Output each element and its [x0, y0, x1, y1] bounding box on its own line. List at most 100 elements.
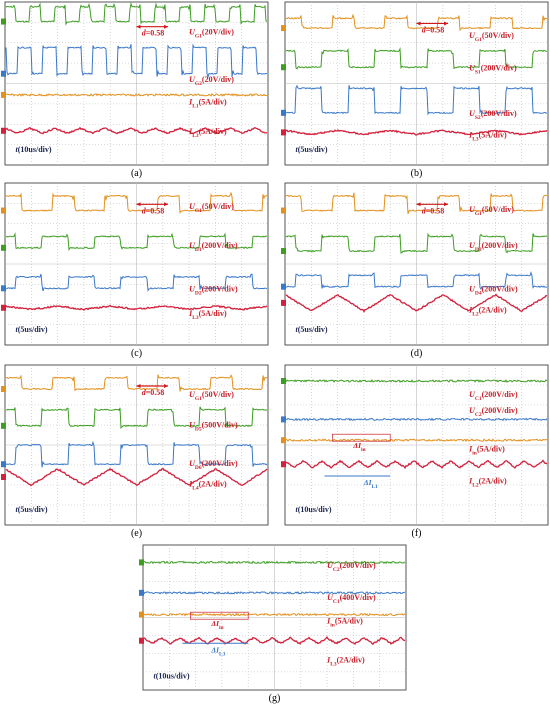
channel-label: UD4(200V/div)	[469, 285, 518, 297]
channel-label-sub: D3	[475, 247, 482, 253]
waveform	[143, 635, 406, 646]
waveform	[285, 13, 548, 32]
channel-label: IL3(2A/div)	[326, 655, 365, 667]
waveform	[285, 293, 548, 313]
channel-label-sym: I	[468, 444, 473, 453]
duty-label-unit: =0.58	[146, 29, 165, 38]
channel-label-unit: (20V/div)	[202, 75, 234, 84]
channel-label-unit: (2A/div)	[479, 476, 507, 485]
waveform	[285, 192, 547, 214]
time-scale: t(5us/div)	[16, 325, 48, 334]
channel-label-sub: C2	[475, 412, 482, 418]
channel-label-sub: L3	[330, 661, 337, 667]
channel-label: UC1(200V/div)	[469, 390, 518, 402]
channel-label-sub: G1	[195, 34, 202, 40]
duty-label-sym: d	[142, 206, 147, 215]
scope-panel: UG1(50V/div) US1(200V/div) US2(200V/div) IL…	[281, 1, 549, 166]
channel-label-sub: D6	[195, 465, 202, 471]
channel-label-sym: I	[468, 130, 473, 139]
duty-label-sym: d	[142, 388, 147, 397]
channel-marker	[1, 244, 6, 251]
ripple-box	[189, 611, 249, 620]
channel-marker	[281, 25, 286, 32]
waveform	[285, 129, 548, 136]
channel-label-unit: (200V/div)	[482, 406, 518, 415]
scope-panel: UG1(50V/div)UD5(500V/div)UD6(200V/div)IL…	[1, 364, 269, 526]
time-scale-sym: t	[16, 325, 19, 334]
channel-label-unit: (2A/div)	[199, 480, 227, 489]
time-scale-unit: (10us/div)	[298, 505, 332, 514]
channel-label-sym: I	[468, 476, 473, 485]
channel-label: IL2(2A/div)	[468, 476, 507, 488]
channel-label-unit: (5A/div)	[199, 127, 227, 136]
channel-marker	[281, 283, 286, 290]
channel-label-unit: (5A/div)	[199, 309, 227, 318]
channel-label: UG1(50V/div)	[469, 31, 514, 43]
channel-label-sym: U	[469, 205, 476, 214]
channel-marker	[139, 611, 144, 618]
channel-label-unit: (200V/div)	[482, 285, 518, 294]
duty-label-unit: =0.58	[426, 25, 445, 34]
time-scale-unit: (5us/div)	[18, 325, 48, 334]
channel-label-sym: I	[188, 127, 193, 136]
channel-label: Iin(5A/div)	[468, 444, 505, 456]
delta-label-sym: ΔI	[352, 441, 362, 450]
time-scale: t(10us/div)	[16, 145, 52, 154]
channel-marker	[1, 127, 6, 134]
duty-label: d=0.58	[142, 388, 165, 397]
channel-label-unit: (50V/div)	[482, 31, 514, 40]
channel-label: UG1(50V/div)	[189, 202, 234, 214]
channel-label-sub: D2	[195, 291, 202, 297]
waveform	[5, 93, 268, 97]
delta-label-sub: L1	[372, 484, 379, 490]
delta-label: ΔIL3	[210, 645, 225, 657]
channel-label-unit: (50V/div)	[202, 390, 234, 399]
channel-label: UD6(200V/div)	[189, 459, 238, 471]
time-scale-sym: t	[16, 145, 19, 154]
channel-marker	[1, 304, 6, 311]
channel-label: IL3(5A/div)	[188, 309, 227, 321]
channel-marker	[281, 64, 286, 71]
waveform	[286, 271, 548, 291]
panel-caption: (g)	[269, 693, 281, 704]
duty-label-unit: =0.58	[146, 388, 165, 397]
waveform	[5, 126, 268, 135]
channel-label-sym: I	[188, 98, 193, 107]
channel-marker	[281, 248, 286, 255]
waveform	[285, 417, 548, 422]
time-scale-sym: t	[16, 505, 19, 514]
channel-marker	[281, 129, 286, 136]
channel-marker	[1, 70, 6, 77]
channel-label-sym: I	[326, 655, 331, 664]
channel-label-unit: (20V/div)	[202, 28, 234, 37]
channel-label-unit: (5A/div)	[477, 444, 505, 453]
channel-label: US1(200V/div)	[469, 63, 517, 75]
channel-label: IL3(5A/div)	[468, 130, 507, 142]
channel-label-unit: (2A/div)	[337, 655, 365, 664]
time-scale-unit: (5us/div)	[298, 325, 328, 334]
channel-label-sub: S2	[475, 115, 481, 121]
channel-marker	[1, 207, 6, 214]
channel-label: IL4(2A/div)	[188, 480, 227, 492]
time-scale-unit: (10us/div)	[156, 671, 190, 680]
channel-label-sub: D5	[195, 426, 202, 432]
channel-label-unit: (2A/div)	[479, 306, 507, 315]
channel-label-sub: D1	[195, 247, 202, 253]
time-scale-unit: (5us/div)	[298, 145, 328, 154]
scope-panel: UG1(50V/div)UD1(200V/div)UD2(200V/div)IL…	[1, 182, 269, 346]
channel-label-sub: D4	[475, 291, 482, 297]
channel-label: UG1(20V/div)	[189, 28, 234, 40]
channel-label-sym: U	[469, 241, 476, 250]
channel-label: IL1(5A/div)	[188, 98, 227, 110]
waveform	[6, 374, 268, 392]
channel-label-sym: U	[189, 202, 196, 211]
waveform	[5, 440, 268, 468]
channel-label: UG1(50V/div)	[189, 390, 234, 402]
scope-panel: UG1(20V/div)UG2(20V/div)IL1(5A/div)IL3(5…	[1, 1, 269, 166]
waveform	[285, 47, 548, 70]
channel-marker	[281, 207, 286, 214]
channel-label-sym: I	[468, 306, 473, 315]
delta-label-sub: L3	[219, 651, 226, 657]
channel-label: US2(200V/div)	[469, 109, 517, 121]
waveform	[5, 273, 268, 292]
